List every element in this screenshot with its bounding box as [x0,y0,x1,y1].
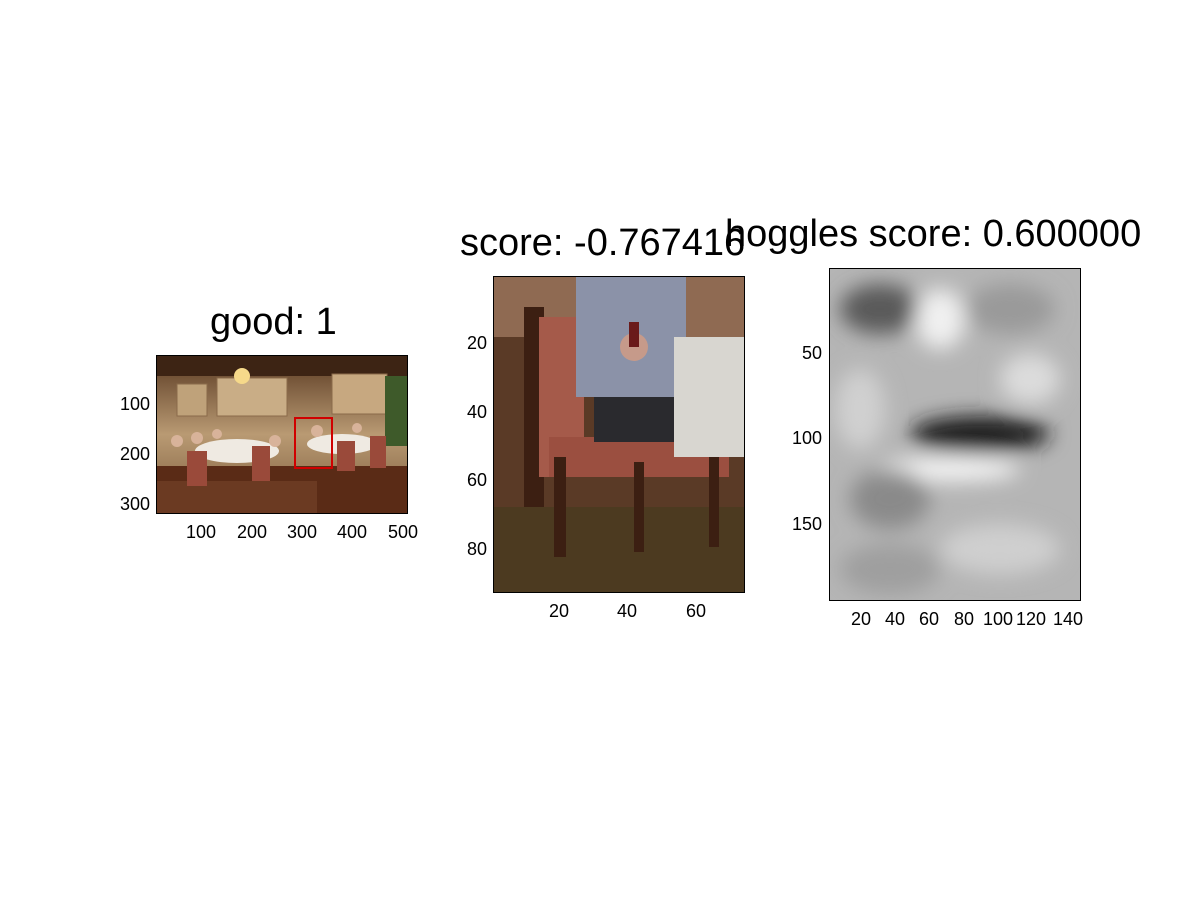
panel-1-xtick: 500 [388,522,419,542]
panel-3-ytick: 150 [791,514,822,534]
panel-2-title: score: -0.767416 [460,222,746,264]
panel-1-xtick: 200 [237,522,268,542]
panel-3-xtick: 60 [919,609,940,629]
panel-3-axes [829,268,1081,601]
panel-1-ytick: 100 [119,394,150,414]
panel-2-axes [493,276,745,593]
panel-1-ytick: 200 [119,444,150,464]
panel-2-xtick: 40 [617,601,638,621]
panel-1-xtick: 400 [337,522,368,542]
panel-2-ytick: 80 [466,539,487,559]
panel-1-title: good: 1 [210,301,337,343]
panel-3-xtick: 100 [983,609,1014,629]
panel-1-ytick: 300 [119,494,150,514]
panel-3-xtick: 140 [1053,609,1084,629]
panel-2-ytick: 60 [466,470,487,490]
panel-3-xtick: 120 [1016,609,1047,629]
panel-3-ytick: 100 [791,428,822,448]
panel-2-ytick: 40 [466,402,487,422]
panel-3-xtick: 20 [851,609,872,629]
panel-2-ytick: 20 [466,333,487,353]
highlight-box [294,417,333,469]
panel-1-xtick: 100 [186,522,217,542]
panel-3-title: hoggles score: 0.600000 [725,213,1142,255]
panel-3-xtick: 40 [885,609,906,629]
panel-3-ytick: 50 [801,343,822,363]
panel-3-xtick: 80 [954,609,975,629]
panel-3-image [830,269,1080,600]
panel-2-image [494,277,744,592]
panel-1-axes [156,355,408,514]
panel-2-xtick: 60 [686,601,707,621]
panel-2-xtick: 20 [549,601,570,621]
panel-1-xtick: 300 [287,522,318,542]
panel-1-image [157,356,407,513]
